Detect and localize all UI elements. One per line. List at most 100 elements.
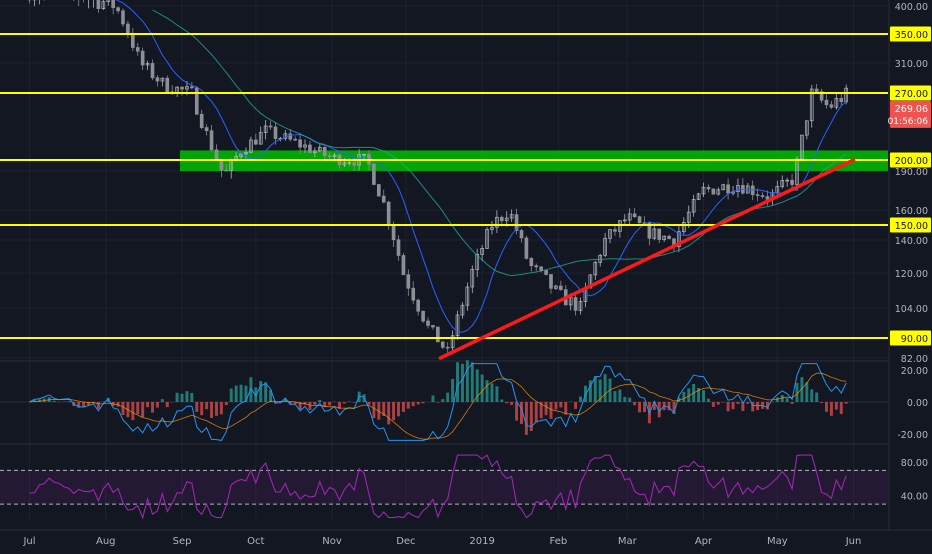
oscillator-histogram-bar <box>328 402 331 405</box>
oscillator-tick-label: 20.00 <box>901 366 928 377</box>
oscillator-histogram-bar <box>53 401 56 402</box>
oscillator-histogram-bar <box>200 402 203 415</box>
oscillator-histogram-bar <box>417 402 420 404</box>
candle-body <box>117 8 120 11</box>
oscillator-histogram-bar <box>441 399 444 402</box>
time-tick-label: Apr <box>695 536 713 547</box>
oscillator-histogram-bar <box>717 402 720 405</box>
oscillator-histogram-bar <box>486 380 489 402</box>
oscillator-histogram-bar <box>613 391 616 402</box>
oscillator-histogram-bar <box>240 385 243 402</box>
candle-body <box>151 63 154 77</box>
oscillator-histogram-bar <box>422 402 425 403</box>
oscillator-histogram-bar <box>436 402 439 403</box>
candle-body <box>377 185 380 197</box>
level-label: 200.00 <box>895 156 928 167</box>
oscillator-histogram-bar <box>146 402 149 407</box>
candle-body <box>97 0 100 9</box>
candle-body <box>126 24 129 33</box>
oscillator-tick-label: 0.00 <box>907 398 928 409</box>
oscillator-histogram-bar <box>756 402 759 410</box>
candle-body <box>525 238 528 258</box>
candle-body <box>195 88 198 114</box>
oscillator-histogram-bar <box>235 386 238 402</box>
candle-body <box>545 270 548 274</box>
oscillator-histogram-bar <box>495 386 498 402</box>
oscillator-histogram-bar <box>840 402 843 414</box>
candle-body <box>633 214 636 217</box>
price-tick-label: 160.00 <box>895 206 928 217</box>
candle-body <box>141 51 144 65</box>
candle-body <box>190 87 193 88</box>
oscillator-histogram-bar <box>367 402 370 405</box>
candle-body <box>613 230 616 232</box>
oscillator-histogram-bar <box>166 402 169 407</box>
candle-body <box>215 150 218 159</box>
oscillator-histogram-bar <box>535 402 538 422</box>
candle-body <box>707 187 710 189</box>
oscillator-histogram-bar <box>446 393 449 402</box>
oscillator-histogram-bar <box>210 402 213 418</box>
oscillator-histogram-bar <box>372 402 375 418</box>
candle-body <box>387 202 390 225</box>
oscillator-histogram-bar <box>628 398 631 402</box>
candle-body <box>658 229 661 240</box>
time-tick-label: 2019 <box>469 536 494 547</box>
candle-body <box>131 33 134 47</box>
candle-body <box>299 140 302 147</box>
oscillator-histogram-bar <box>707 399 710 402</box>
oscillator-histogram-bar <box>151 402 154 413</box>
oscillator-histogram-bar <box>313 402 316 405</box>
oscillator-histogram-bar <box>490 384 493 402</box>
current-price-label: 269.06 <box>895 104 928 115</box>
oscillator-histogram-bar <box>830 402 833 416</box>
oscillator-histogram-bar <box>131 402 134 420</box>
candle-body <box>815 89 818 92</box>
oscillator-histogram-bar <box>702 390 705 402</box>
candle-body <box>756 195 759 196</box>
rsi-band-fill <box>0 470 888 504</box>
candle-body <box>431 325 434 327</box>
candle-body <box>353 163 356 166</box>
time-tick-label: Jul <box>22 536 35 547</box>
candle-body <box>712 189 715 194</box>
oscillator-histogram-bar <box>205 402 208 409</box>
oscillator-histogram-bar <box>181 394 184 402</box>
candle-body <box>520 230 523 237</box>
oscillator-histogram-bar <box>471 362 474 402</box>
candle-body <box>308 145 311 153</box>
rsi-tick-label: 80.00 <box>901 458 928 469</box>
candle-body <box>402 255 405 274</box>
oscillator-histogram-bar <box>633 402 636 405</box>
candle-body <box>727 185 730 193</box>
candle-body <box>500 217 503 220</box>
oscillator-histogram-bar <box>225 402 228 405</box>
oscillator-histogram-bar <box>136 402 139 414</box>
time-tick-label: May <box>767 536 788 547</box>
oscillator-histogram-bar <box>500 399 503 402</box>
oscillator-histogram-bar <box>402 402 405 412</box>
candle-body <box>840 98 843 101</box>
oscillator-histogram-bar <box>594 376 597 402</box>
oscillator-histogram-bar <box>786 398 789 402</box>
oscillator-histogram-bar <box>579 397 582 402</box>
oscillator-histogram-bar <box>776 398 779 402</box>
time-tick-label: Dec <box>396 536 415 547</box>
oscillator-histogram-bar <box>392 402 395 420</box>
oscillator-histogram-bar <box>618 389 621 402</box>
price-tick-label: 82.00 <box>901 354 928 365</box>
oscillator-histogram-bar <box>195 402 198 412</box>
candle-body <box>751 186 754 195</box>
candle-body <box>328 156 331 157</box>
candle-body <box>825 100 828 104</box>
oscillator-histogram-bar <box>185 391 188 402</box>
level-label: 90.00 <box>901 334 928 345</box>
oscillator-histogram-bar <box>550 402 553 419</box>
oscillator-histogram-bar <box>781 395 784 402</box>
time-tick-label: Sep <box>173 536 192 547</box>
candle-body <box>441 342 444 347</box>
oscillator-histogram-bar <box>397 402 400 416</box>
candle-body <box>535 266 538 267</box>
